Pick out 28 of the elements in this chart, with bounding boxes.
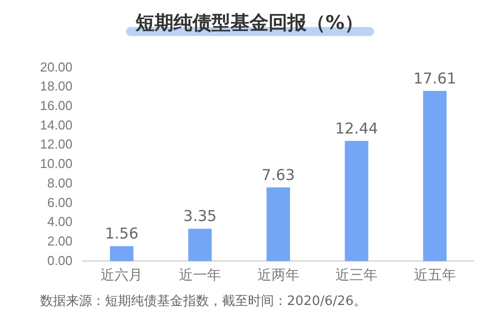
y-tick-label: 18.00: [40, 78, 73, 94]
bar: [423, 90, 447, 262]
data-label: 1.56: [104, 224, 138, 243]
x-tick-label: 近六月: [100, 266, 143, 282]
y-tick-label: 12.00: [40, 136, 73, 152]
y-tick-label: 4.00: [47, 214, 73, 230]
y-tick-label: 16.00: [40, 98, 73, 114]
data-label: 17.61: [413, 69, 456, 88]
x-tick-label: 近五年: [414, 266, 456, 282]
y-tick-label: 0.00: [47, 252, 73, 268]
source-note: 数据来源：短期纯债基金指数，截至时间：2020/6/26。: [40, 293, 367, 310]
bar: [266, 187, 290, 262]
x-tick-label: 近两年: [257, 266, 300, 282]
y-tick-label: 14.00: [40, 117, 73, 132]
chart-title: 短期纯债型基金回报（%）: [134, 11, 365, 36]
bar: [344, 140, 368, 262]
y-tick-label: 2.00: [47, 233, 73, 248]
bar: [188, 228, 212, 262]
data-label: 3.35: [183, 207, 217, 226]
x-tick-label: 近三年: [336, 266, 378, 282]
y-tick-label: 8.00: [47, 175, 73, 190]
bar: [110, 246, 134, 262]
data-label: 7.63: [262, 166, 295, 184]
y-tick-label: 6.00: [47, 194, 73, 210]
y-tick-label: 20.00: [40, 59, 73, 74]
data-label: 12.44: [335, 119, 378, 138]
y-tick-label: 10.00: [40, 156, 73, 172]
x-tick-label: 近一年: [178, 266, 221, 282]
